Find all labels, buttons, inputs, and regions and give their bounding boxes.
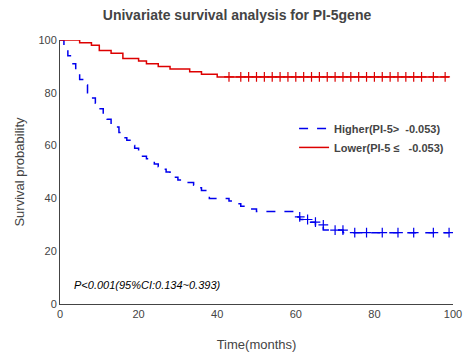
- svg-text:0: 0: [57, 308, 63, 320]
- svg-text:Higher(PI-5> -0.053): Higher(PI-5> -0.053): [334, 123, 440, 135]
- svg-text:40: 40: [45, 192, 57, 204]
- svg-text:40: 40: [211, 308, 223, 320]
- svg-text:Lower(PI-5 ≤ -0.053): Lower(PI-5 ≤ -0.053): [334, 142, 444, 154]
- svg-text:60: 60: [45, 139, 57, 151]
- svg-text:20: 20: [132, 308, 144, 320]
- svg-text:100: 100: [38, 34, 56, 46]
- svg-text:Univariate survival analysis f: Univariate survival analysis for PI-5gen…: [103, 7, 372, 23]
- svg-text:P<0.001(95%CI:0.134~0.393): P<0.001(95%CI:0.134~0.393): [74, 279, 221, 291]
- svg-text:Time(months): Time(months): [217, 337, 297, 352]
- svg-text:20: 20: [45, 245, 57, 257]
- svg-text:0: 0: [51, 298, 57, 310]
- svg-text:Survival probability: Survival probability: [12, 117, 27, 227]
- svg-text:60: 60: [290, 308, 302, 320]
- svg-text:80: 80: [368, 308, 380, 320]
- svg-text:80: 80: [45, 87, 57, 99]
- svg-text:100: 100: [444, 308, 462, 320]
